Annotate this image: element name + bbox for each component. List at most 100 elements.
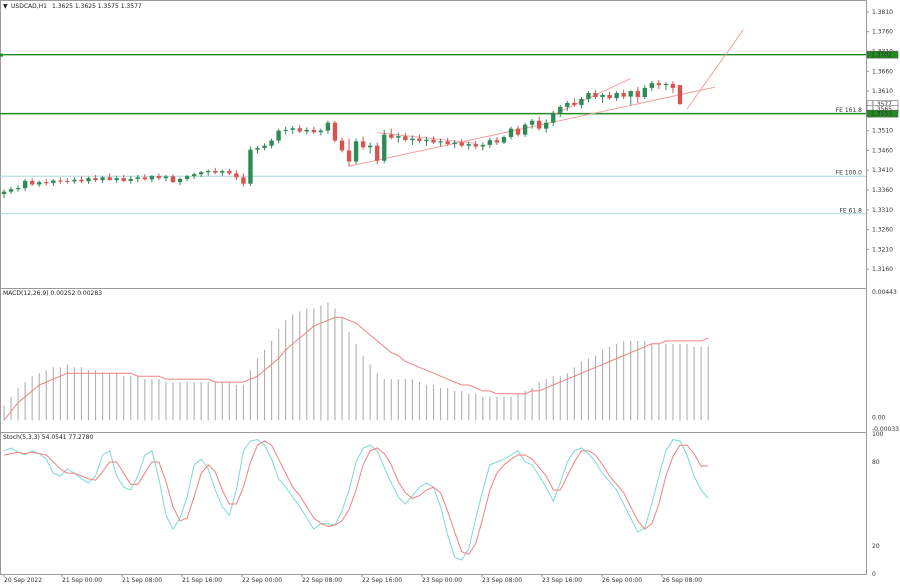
level-label-fe-100: FE 100.0	[836, 170, 863, 177]
price-tag-1-3553-text: 1.3553	[871, 111, 892, 118]
candle-bull	[353, 141, 359, 162]
stoch-tick-label: 0	[872, 571, 876, 578]
candle-bull	[269, 140, 274, 146]
price-tick-label: 1.3460	[872, 147, 893, 154]
candle-bull	[586, 93, 591, 99]
candle-bear	[445, 141, 450, 145]
candle-bull	[367, 145, 373, 148]
price-tick-label: 1.3310	[872, 207, 893, 214]
candle-bear	[241, 177, 246, 184]
candle-bull	[522, 124, 528, 135]
candle-bull	[410, 138, 415, 141]
candle-bull	[198, 172, 204, 175]
time-tick-label: 21 Sep 16:00	[182, 577, 222, 584]
candle-bull	[501, 136, 507, 143]
candle-bear	[29, 180, 35, 185]
candle-bear	[572, 102, 577, 105]
macd-series	[3, 302, 709, 421]
candle-bear	[339, 140, 345, 151]
candle-bull	[262, 145, 267, 149]
candle-bull	[37, 182, 42, 185]
candle-bull	[529, 120, 535, 125]
price-tick-label: 1.3260	[872, 227, 893, 234]
macd-tick-label: -0.00033	[872, 426, 899, 433]
candle-bear	[635, 91, 640, 97]
price-tag-1-3702-text: 1.3702	[871, 52, 892, 59]
candle-bear	[459, 142, 464, 146]
candle-bear	[44, 182, 49, 184]
time-tick-label: 22 Sep 16:00	[362, 577, 402, 584]
candle-bear	[58, 180, 63, 182]
time-tick-label: 23 Sep 00:00	[422, 577, 462, 584]
main-panel-frame	[0, 0, 867, 289]
candle-bear	[473, 144, 478, 147]
macd-header-label: MACD(12,26,9) 0.00252 0.00283	[3, 290, 102, 297]
time-axis: 20 Sep 2022 21 Sep 00:00 21 Sep 08:00 21 Se…	[3, 574, 702, 584]
candle-bear	[515, 128, 521, 135]
candle-bear	[593, 93, 598, 97]
candle-bull	[290, 128, 295, 130]
candle-bear	[213, 171, 218, 173]
price-tick-label: 1.3160	[872, 266, 893, 273]
level-label-fe-161: FE 161.8	[836, 107, 863, 114]
candle-bull	[544, 122, 549, 129]
candle-bull	[255, 148, 260, 150]
price-tag-1-3702-box	[866, 50, 899, 59]
price-axis: 1.38101.37601.37101.36601.36101.35601.35…	[866, 9, 893, 273]
candle-bear	[621, 93, 626, 97]
stoch-k-line	[3, 439, 709, 561]
candle-bear	[121, 178, 126, 181]
stoch-d-line	[3, 440, 709, 556]
candle-bull	[565, 102, 570, 107]
candle-bear	[156, 176, 162, 179]
candle-bull	[128, 178, 133, 181]
candle-bear	[656, 83, 662, 86]
time-tick-label: 21 Sep 08:00	[122, 577, 162, 584]
stoch-axis: 100 80 20 0	[872, 431, 884, 578]
candle-bull	[382, 134, 387, 161]
candle-bear	[79, 179, 84, 182]
stoch-header-label: Stoch(5,3,3) 54.0541 77.2780	[3, 434, 94, 441]
candle-bear	[93, 178, 98, 181]
macd-tick-label: 0.00443	[872, 289, 897, 296]
stoch-tick-label: 80	[872, 459, 880, 466]
candle-bull	[276, 130, 281, 141]
stoch-series	[3, 439, 709, 561]
candle-bear	[389, 134, 394, 138]
candle-bull	[1, 191, 7, 194]
candle-bull	[600, 95, 605, 97]
candle-bull	[114, 178, 119, 181]
candle-bull	[86, 178, 91, 182]
candles	[1, 79, 683, 198]
candle-bull	[614, 93, 619, 99]
candle-bull	[51, 180, 56, 183]
chart-menu-icon[interactable]: ▼	[3, 3, 8, 10]
candle-bull	[72, 179, 77, 182]
candle-bear	[227, 171, 232, 174]
trendline-channel-top	[553, 77, 631, 116]
candle-bull	[149, 176, 155, 180]
time-tick-label: 26 Sep 08:00	[662, 577, 702, 584]
trendline-steep	[686, 29, 744, 110]
candle-bull	[649, 83, 655, 88]
price-tag-1-3553-box	[866, 109, 899, 118]
candle-bear	[536, 120, 542, 129]
symbol-label: USDCAD,H1	[11, 3, 47, 10]
level-anchor-dot	[0, 53, 3, 57]
candle-bear	[403, 136, 408, 141]
price-tick-label: 1.3410	[872, 167, 893, 174]
candle-bear	[360, 141, 366, 148]
macd-signal-line	[3, 316, 709, 421]
candle-bull	[8, 189, 14, 192]
candle-bull	[163, 176, 169, 179]
price-levels: FE 100.0 FE 61.8 FE 161.8	[0, 53, 866, 214]
price-tick-label: 1.3510	[872, 128, 893, 135]
candle-bear	[431, 139, 436, 143]
price-tick-label: 1.3660	[872, 68, 893, 75]
time-tick-label: 22 Sep 00:00	[242, 577, 282, 584]
candle-bull	[396, 136, 401, 138]
candle-bull	[248, 149, 253, 184]
